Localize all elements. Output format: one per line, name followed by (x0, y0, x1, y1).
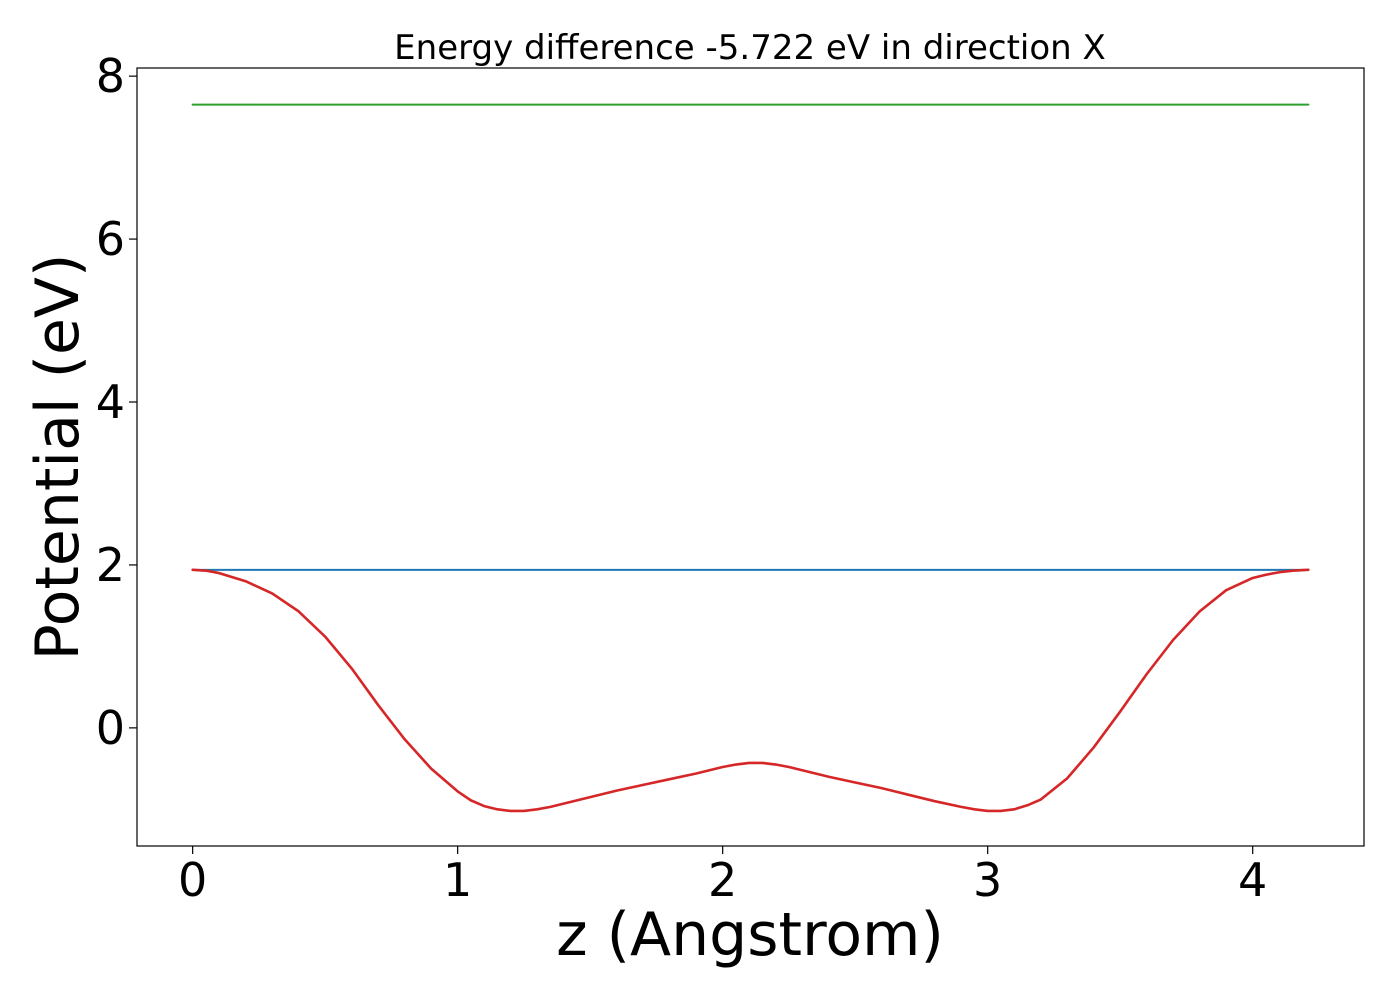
y-tick-label: 6 (96, 212, 125, 266)
x-tick-label: 3 (973, 853, 1002, 907)
chart-title: Energy difference -5.722 eV in direction… (394, 28, 1106, 68)
y-tick-label: 0 (96, 701, 125, 755)
y-tick-label: 2 (96, 538, 125, 592)
x-tick-label: 0 (178, 853, 207, 907)
y-tick-label: 4 (96, 375, 125, 429)
plot-area-frame (136, 67, 1365, 847)
y-axis: 0 2 4 6 8 (96, 49, 137, 755)
x-tick-label: 2 (708, 853, 737, 907)
x-axis-label: z (Angstrom) (556, 900, 944, 970)
x-tick-label: 4 (1238, 853, 1267, 907)
y-axis-label: Potential (eV) (23, 254, 93, 661)
y-tick-label: 8 (96, 49, 125, 103)
series-group (191, 103, 1310, 813)
x-axis: 0 1 2 3 4 (178, 846, 1267, 907)
x-tick-label: 1 (443, 853, 472, 907)
red-potential-curve (191, 568, 1310, 813)
